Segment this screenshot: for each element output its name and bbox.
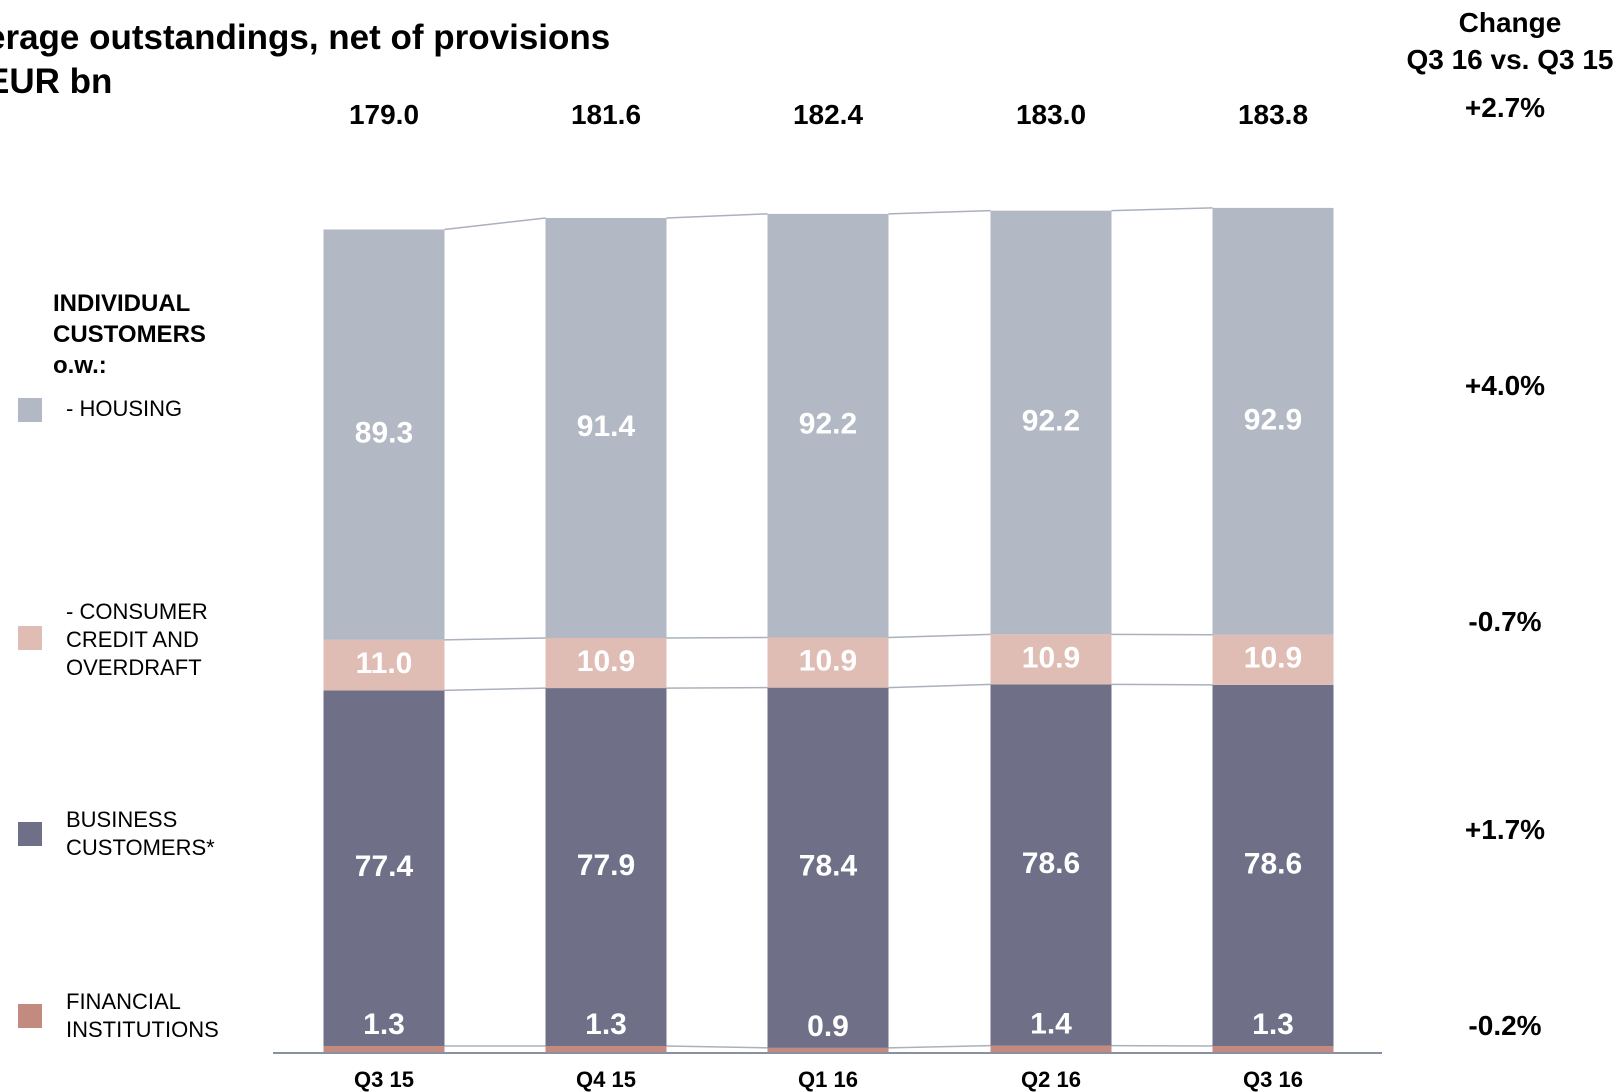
bar-consumer-credit-1: [323, 639, 445, 691]
bar-financial-institutions-3: [767, 1047, 889, 1052]
legend-consumer-line1: - CONSUMER: [66, 599, 208, 624]
legend-financial-line1: FINANCIAL: [66, 989, 181, 1014]
change-header: Change Q3 16 vs. Q3 15: [1380, 4, 1621, 78]
data-label-housing-1: 89.3: [355, 417, 413, 450]
connector-line: [444, 637, 546, 641]
data-label-housing-3: 92.2: [799, 408, 857, 441]
data-label-business-customers-3: 78.4: [799, 850, 858, 883]
legend-label-business-customers: BUSINESS CUSTOMERS*: [66, 806, 215, 862]
bar-business-customers-2: [545, 688, 667, 1047]
legend-consumer-line2: CREDIT AND: [66, 627, 199, 652]
connector-line: [444, 217, 546, 231]
change-header-line1: Change: [1458, 7, 1562, 38]
legend-swatch-business-customers: [18, 822, 42, 846]
data-label-business-customers-2: 77.9: [577, 849, 635, 882]
connector-line: [888, 1044, 991, 1049]
x-tick-label-3: Q1 16: [798, 1067, 858, 1092]
bar-business-customers-5: [1212, 684, 1334, 1047]
legend-group-line1: INDIVIDUAL: [53, 290, 191, 317]
bar-financial-institutions-4: [990, 1045, 1112, 1052]
bar-business-customers-1: [323, 690, 445, 1047]
change-financial-institutions: -0.2%: [1468, 1010, 1542, 1041]
change-consumer-credit: -0.7%: [1468, 606, 1542, 637]
change-housing: +4.0%: [1464, 370, 1546, 401]
data-label-consumer-credit-5: 10.9: [1244, 642, 1302, 675]
bar-financial-institutions-2: [545, 1046, 667, 1052]
total-label-3: 182.4: [793, 99, 863, 130]
bar-consumer-credit-2: [545, 637, 667, 689]
chart-title-line1: erage outstandings, net of provisions: [0, 18, 611, 57]
bar-housing-2: [545, 218, 667, 638]
bar-business-customers-4: [990, 684, 1112, 1046]
data-label-financial-institutions-4: 1.4: [1030, 1007, 1072, 1040]
data-label-consumer-credit-2: 10.9: [577, 645, 635, 678]
total-label-1: 179.0: [349, 99, 419, 130]
legend-group-title: INDIVIDUAL CUSTOMERS o.w.:: [53, 288, 206, 381]
data-label-business-customers-4: 78.6: [1022, 847, 1080, 880]
connector-line: [888, 209, 991, 215]
x-tick-label-1: Q3 15: [354, 1067, 414, 1092]
bar-financial-institutions-5: [1212, 1046, 1334, 1052]
change-business-customers: +1.7%: [1464, 814, 1546, 845]
legend-business-line1: BUSINESS: [66, 807, 178, 832]
connector-line: [888, 683, 991, 689]
connector-line: [1111, 207, 1213, 212]
data-label-business-customers-5: 78.6: [1244, 847, 1302, 880]
data-label-financial-institutions-2: 1.3: [585, 1008, 627, 1041]
bar-business-customers-3: [767, 687, 889, 1048]
data-label-financial-institutions-3: 0.9: [807, 1010, 849, 1043]
chart-subtitle: EUR bn: [0, 62, 113, 101]
x-tick-label-4: Q2 16: [1021, 1067, 1081, 1092]
legend-label-housing: - HOUSING: [66, 396, 183, 421]
bar-consumer-credit-3: [767, 637, 889, 688]
data-label-business-customers-1: 77.4: [355, 850, 414, 883]
change-header-line2: Q3 16 vs. Q3 15: [1406, 44, 1614, 75]
total-label-4: 183.0: [1016, 99, 1086, 130]
data-label-housing-5: 92.9: [1244, 403, 1302, 436]
bar-housing-1: [323, 229, 445, 640]
data-label-consumer-credit-1: 11.0: [356, 647, 413, 680]
legend-group-line2: CUSTOMERS: [53, 321, 206, 348]
connector-line: [444, 687, 546, 692]
legend-consumer-line3: OVERDRAFT: [66, 655, 202, 680]
legend-label-financial-institutions: FINANCIAL INSTITUTIONS: [66, 988, 219, 1044]
legend-swatch-financial-institutions: [18, 1004, 42, 1028]
bar-consumer-credit-4: [990, 634, 1112, 685]
legend-business-line2: CUSTOMERS*: [66, 835, 215, 860]
bar-financial-institutions-1: [323, 1046, 445, 1052]
chart-title: erage outstandings, net of provisions EU…: [0, 16, 610, 104]
bar-housing-5: [1212, 207, 1334, 635]
change-total: +2.7%: [1464, 92, 1546, 123]
data-label-financial-institutions-5: 1.3: [1252, 1008, 1294, 1041]
bar-housing-4: [990, 210, 1112, 635]
legend-group-line3: o.w.:: [53, 352, 107, 379]
legend-swatch-consumer-credit: [18, 626, 42, 650]
total-label-2: 181.6: [571, 99, 641, 130]
connector-line: [666, 1045, 768, 1049]
data-label-consumer-credit-4: 10.9: [1022, 641, 1080, 674]
legend-financial-line2: INSTITUTIONS: [66, 1017, 219, 1042]
data-label-housing-4: 92.2: [1022, 404, 1080, 437]
legend-swatch-housing: [18, 398, 42, 422]
bar-consumer-credit-5: [1212, 634, 1334, 685]
x-tick-label-2: Q4 15: [576, 1067, 636, 1092]
data-label-financial-institutions-1: 1.3: [363, 1008, 405, 1041]
legend-label-consumer-credit: - CONSUMER CREDIT AND OVERDRAFT: [66, 598, 208, 682]
data-label-housing-2: 91.4: [577, 410, 636, 443]
x-tick-label-5: Q3 16: [1243, 1067, 1303, 1092]
connector-line: [666, 213, 768, 219]
bar-housing-3: [767, 213, 889, 638]
data-label-consumer-credit-3: 10.9: [799, 644, 857, 677]
connector-line: [888, 633, 991, 639]
total-label-5: 183.8: [1238, 99, 1308, 130]
